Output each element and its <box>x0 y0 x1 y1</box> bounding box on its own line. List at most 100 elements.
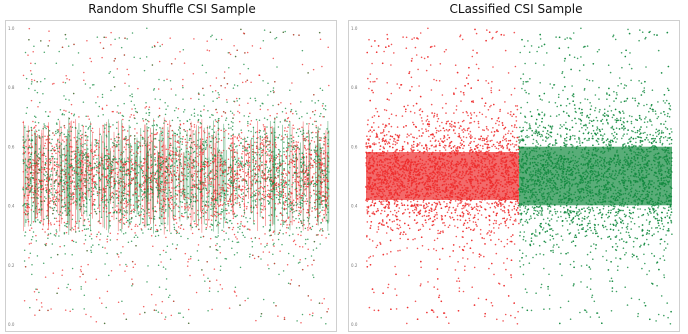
data-point <box>284 182 286 185</box>
data-point <box>146 223 149 226</box>
data-point <box>171 134 174 137</box>
data-point <box>34 89 36 92</box>
data-point <box>66 139 68 141</box>
data-point <box>159 162 162 165</box>
data-point <box>56 129 59 131</box>
data-point <box>63 170 65 173</box>
data-point <box>192 175 195 177</box>
data-point <box>242 185 244 188</box>
data-point <box>296 167 299 169</box>
data-point <box>164 157 166 160</box>
data-point <box>254 99 257 102</box>
data-point <box>236 49 238 52</box>
data-point <box>216 236 218 238</box>
data-point <box>217 154 219 157</box>
data-point <box>274 138 276 141</box>
data-point <box>99 42 102 44</box>
data-point <box>99 133 101 135</box>
data-point <box>81 158 84 160</box>
data-point <box>134 138 136 140</box>
data-point <box>143 215 146 218</box>
data-point <box>117 161 119 163</box>
data-point <box>309 117 312 119</box>
data-point <box>77 146 79 149</box>
data-point <box>180 215 183 217</box>
data-point <box>164 203 167 206</box>
data-point <box>57 138 59 140</box>
data-point <box>321 220 324 222</box>
data-point <box>109 162 112 165</box>
data-point <box>309 142 311 145</box>
data-point <box>284 180 286 182</box>
data-point <box>201 152 203 154</box>
data-point <box>262 190 265 193</box>
data-point <box>24 169 27 171</box>
data-point <box>190 162 193 164</box>
data-point <box>148 144 150 147</box>
data-point <box>276 155 279 158</box>
data-point <box>305 200 307 203</box>
data-point <box>54 235 57 237</box>
data-point <box>241 81 244 84</box>
data-point <box>53 234 56 236</box>
data-point <box>190 186 192 189</box>
data-point <box>115 136 118 138</box>
data-point <box>273 262 276 265</box>
data-point <box>178 190 181 192</box>
data-point <box>107 165 109 168</box>
data-point <box>264 208 267 210</box>
data-point <box>250 81 252 84</box>
data-point <box>211 308 213 311</box>
data-point <box>301 126 303 129</box>
data-point <box>187 172 190 175</box>
data-point <box>115 158 117 160</box>
data-point <box>125 137 127 139</box>
data-point <box>282 202 285 205</box>
data-point <box>72 195 75 198</box>
data-point <box>208 164 211 167</box>
data-point <box>39 137 41 139</box>
data-point <box>301 116 303 118</box>
data-point <box>227 172 230 175</box>
data-point <box>84 83 87 85</box>
data-point <box>49 141 51 144</box>
data-point <box>263 127 266 130</box>
data-point <box>254 131 257 134</box>
data-point <box>287 282 290 285</box>
data-point <box>118 37 121 39</box>
data-point <box>266 184 269 187</box>
data-point <box>64 224 66 227</box>
data-point <box>25 210 28 212</box>
data-point <box>60 172 62 175</box>
data-point <box>133 236 136 238</box>
data-point <box>159 185 161 188</box>
data-point <box>109 198 111 201</box>
data-point <box>106 184 109 187</box>
data-point <box>247 124 249 127</box>
data-point <box>257 151 259 154</box>
data-point <box>60 143 63 145</box>
data-point <box>91 172 93 175</box>
data-point <box>173 205 175 208</box>
data-point <box>211 90 214 93</box>
data-point <box>244 140 247 143</box>
data-point <box>275 177 277 179</box>
data-point <box>290 137 293 140</box>
data-point <box>274 38 276 40</box>
data-point <box>171 180 174 182</box>
data-point <box>42 161 44 163</box>
data-point <box>260 243 262 245</box>
data-point <box>121 125 124 128</box>
data-point <box>121 213 123 215</box>
data-point <box>282 190 285 193</box>
data-point <box>172 214 175 217</box>
data-point <box>233 44 235 47</box>
data-point <box>212 177 214 180</box>
data-point <box>29 179 32 181</box>
data-point <box>80 145 82 147</box>
data-point <box>263 173 266 175</box>
data-point <box>275 196 278 199</box>
data-point <box>60 181 62 184</box>
data-point <box>288 163 290 165</box>
data-point <box>37 160 40 162</box>
